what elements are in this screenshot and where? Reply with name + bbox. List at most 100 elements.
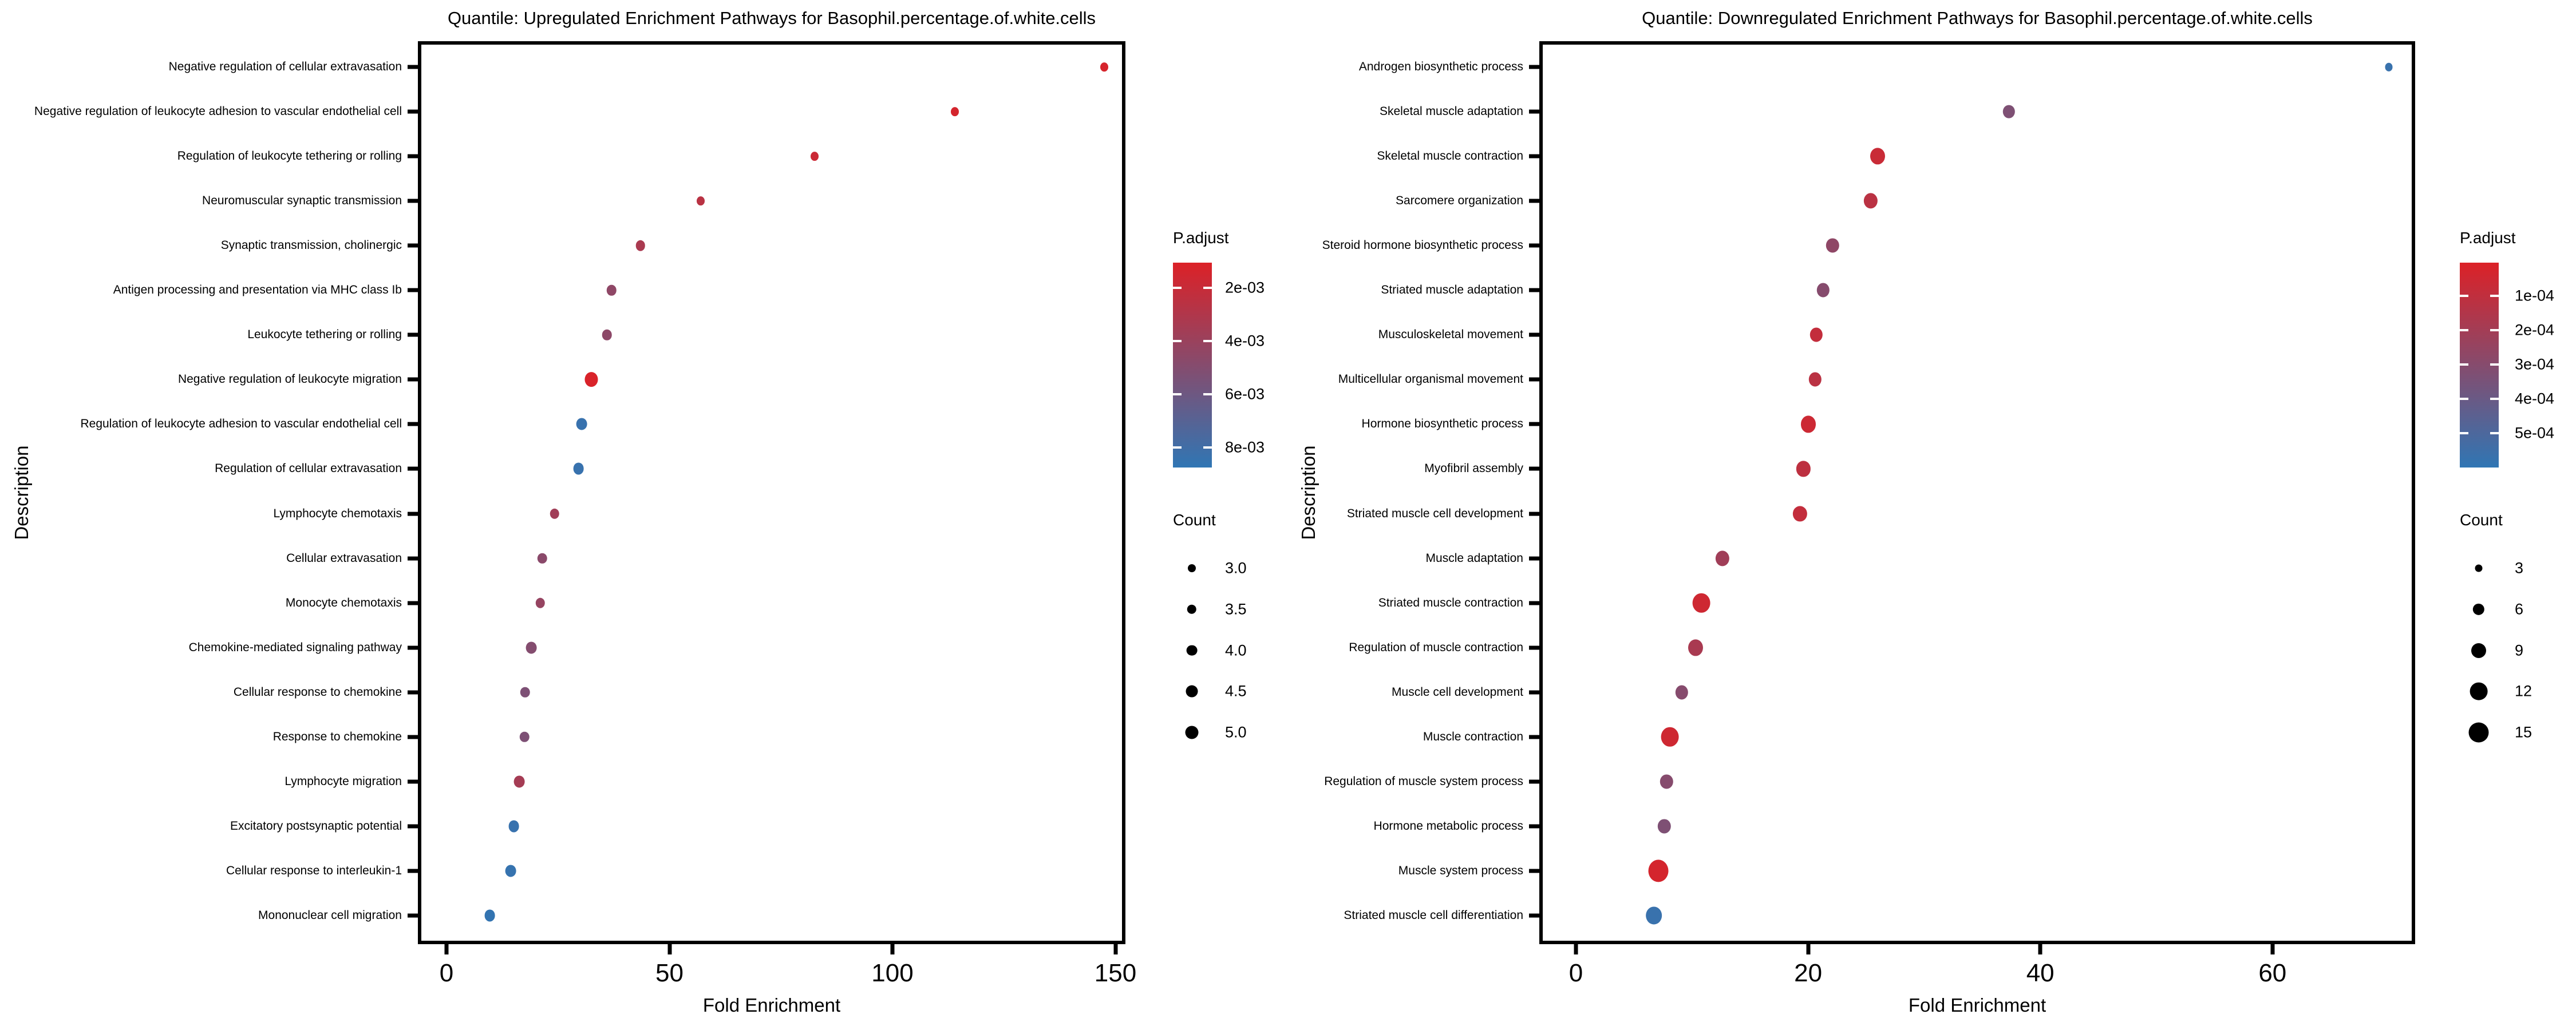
y-tick — [1529, 824, 1539, 829]
x-tick — [667, 944, 671, 954]
data-point — [573, 462, 584, 475]
y-tick — [1529, 512, 1539, 516]
y-tick — [1529, 466, 1539, 471]
category-label: Androgen biosynthetic process — [1358, 60, 1523, 73]
data-point — [2003, 105, 2015, 118]
category-label: Striated muscle cell differentiation — [1344, 908, 1523, 922]
data-point — [505, 865, 516, 877]
data-point — [1809, 327, 1823, 342]
y-tick — [408, 466, 418, 471]
y-tick — [1529, 645, 1539, 650]
data-point — [508, 820, 520, 833]
count-legend-dot — [1186, 645, 1198, 656]
category-label: Negative regulation of leukocyte adhesio… — [34, 105, 402, 118]
count-legend-dot — [1188, 564, 1196, 572]
category-label: Response to chemokine — [272, 730, 402, 743]
y-tick — [408, 913, 418, 918]
count-legend-dot — [1185, 726, 1199, 739]
y-tick — [408, 601, 418, 605]
y-tick — [1529, 154, 1539, 159]
category-label: Myofibril assembly — [1424, 462, 1523, 476]
category-label: Monocyte chemotaxis — [285, 596, 402, 609]
colorbar-notch — [2490, 363, 2499, 366]
category-label: Regulation of leukocyte tethering or rol… — [177, 149, 402, 163]
count-legend-dot — [2470, 682, 2488, 700]
colorbar-tick-label: 8e-03 — [1225, 438, 1265, 456]
category-label: Sarcomere organization — [1396, 194, 1523, 208]
y-tick — [408, 645, 418, 650]
x-tick — [890, 944, 895, 954]
data-point — [810, 152, 819, 161]
y-tick — [408, 779, 418, 784]
color-legend-title: P.adjust — [2460, 229, 2516, 247]
y-tick — [408, 288, 418, 292]
colorbar-tick-label: 4e-04 — [2515, 390, 2555, 407]
y-tick — [408, 869, 418, 873]
y-tick — [408, 377, 418, 382]
x-tick-label: 0 — [1568, 959, 1583, 987]
category-label: Musculoskeletal movement — [1378, 328, 1523, 342]
category-label: Muscle adaptation — [1425, 551, 1523, 565]
y-axis-title: Description — [1298, 445, 1319, 540]
y-tick — [1529, 690, 1539, 695]
colorbar-tick-label: 2e-03 — [1225, 279, 1265, 296]
y-tick — [1529, 735, 1539, 739]
data-point — [526, 641, 537, 654]
x-tick-label: 150 — [1094, 959, 1137, 987]
colorbar-tick-label: 5e-04 — [2515, 424, 2555, 442]
count-legend-dot — [2472, 603, 2485, 615]
y-tick — [408, 65, 418, 69]
y-tick — [408, 824, 418, 829]
y-tick — [408, 109, 418, 114]
data-point — [1863, 193, 1878, 209]
category-label: Multicellular organismal movement — [1338, 373, 1523, 386]
y-tick — [1529, 288, 1539, 292]
colorbar-tick-label: 3e-04 — [2515, 355, 2555, 373]
y-tick — [408, 154, 418, 159]
colorbar-tick-label: 1e-04 — [2515, 287, 2555, 304]
plot-area — [418, 41, 1125, 944]
x-tick — [1806, 944, 1811, 954]
y-tick — [1529, 377, 1539, 382]
data-point — [1793, 505, 1807, 522]
colorbar-notch — [1173, 287, 1182, 290]
x-tick-label: 100 — [871, 959, 914, 987]
y-tick — [408, 243, 418, 248]
colorbar-notch — [2460, 329, 2468, 332]
category-label: Hormone metabolic process — [1373, 819, 1523, 833]
data-point — [606, 285, 617, 296]
y-tick — [1529, 109, 1539, 114]
plot-area — [1539, 41, 2415, 944]
colorbar-notch — [1203, 446, 1212, 449]
colorbar-notch — [2460, 295, 2468, 298]
data-point — [513, 775, 525, 788]
y-tick — [408, 512, 418, 516]
x-axis-title: Fold Enrichment — [1908, 995, 2046, 1016]
x-tick-label: 0 — [439, 959, 454, 987]
y-tick — [1529, 869, 1539, 873]
color-legend-bar — [1173, 263, 1212, 468]
category-label: Striated muscle adaptation — [1381, 283, 1523, 297]
data-point — [1816, 283, 1830, 298]
y-tick — [408, 556, 418, 561]
count-legend-label: 12 — [2515, 682, 2532, 700]
count-legend-label: 4.0 — [1225, 641, 1247, 659]
data-point — [1675, 685, 1688, 700]
data-point — [1800, 415, 1816, 433]
x-tick-label: 60 — [2258, 959, 2287, 987]
y-tick — [1529, 65, 1539, 69]
data-point — [550, 508, 559, 519]
colorbar-notch — [2460, 363, 2468, 366]
category-label: Muscle system process — [1398, 863, 1523, 877]
category-label: Skeletal muscle contraction — [1377, 149, 1523, 163]
category-label: Muscle contraction — [1423, 730, 1523, 743]
data-point — [697, 196, 705, 205]
colorbar-notch — [2490, 432, 2499, 435]
y-tick — [1529, 601, 1539, 605]
size-legend-title: Count — [1173, 511, 1216, 529]
category-label: Negative regulation of cellular extravas… — [168, 60, 402, 73]
y-tick — [408, 422, 418, 426]
y-axis-title: Description — [11, 445, 32, 540]
data-point — [520, 731, 530, 742]
category-label: Cellular response to interleukin-1 — [226, 863, 402, 877]
